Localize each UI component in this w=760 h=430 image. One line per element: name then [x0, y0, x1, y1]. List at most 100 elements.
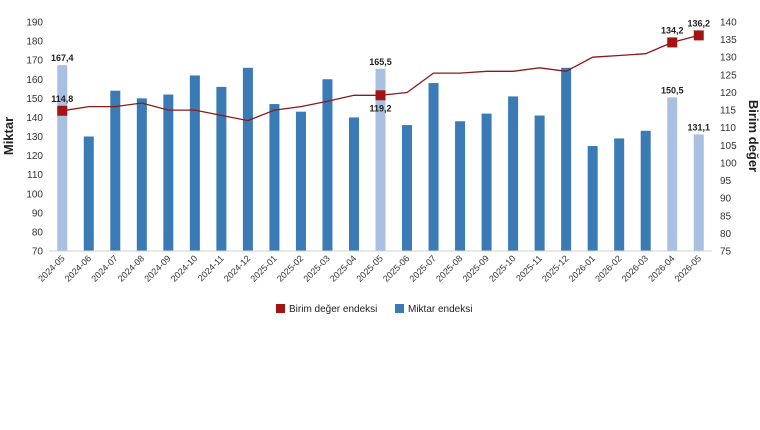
x-tick-label: 2024-05	[36, 253, 66, 283]
x-tick-label: 2026-01	[567, 253, 597, 283]
x-tick-label: 2024-12	[222, 253, 252, 283]
x-tick-label: 2024-06	[63, 253, 93, 283]
y2-tick-label: 115	[720, 106, 736, 117]
legend: Birim değer endeksi Miktar endeksi	[276, 304, 472, 315]
y-tick-label: 100	[26, 189, 43, 200]
x-tick-label: 2026-02	[593, 253, 623, 283]
y-tick-label: 130	[26, 132, 43, 143]
x-tick-label: 2026-03	[620, 253, 650, 283]
y-tick-label: 90	[32, 208, 44, 219]
line-marker-2026-05	[693, 30, 704, 41]
line-series	[57, 30, 704, 122]
bar-2025-08	[455, 121, 466, 251]
x-tick-label: 2025-08	[434, 253, 464, 283]
bar-2025-05	[375, 68, 386, 251]
line-data-label: 136,2	[687, 18, 710, 28]
x-tick-label: 2025-07	[408, 253, 438, 283]
y2-tick-label: 135	[720, 35, 737, 46]
bar-2024-06	[83, 136, 94, 251]
y-tick-label: 170	[26, 56, 43, 67]
line-marker-2026-04	[667, 37, 678, 48]
x-tick-label: 2025-03	[301, 253, 331, 283]
bar-2025-09	[481, 113, 492, 251]
bar-2024-05	[57, 65, 68, 252]
y-tick-label: 120	[26, 151, 43, 162]
x-tick-label: 2024-07	[89, 253, 119, 283]
x-tick-label: 2025-04	[328, 253, 358, 283]
y-tick-label: 80	[32, 227, 44, 238]
y2-tick-label: 85	[720, 211, 732, 222]
line-data-label: 134,2	[661, 25, 684, 35]
x-tick-label: 2025-12	[540, 253, 570, 283]
left-axis: 70 80 90 100 110 120 130 140 150 160 170 180 190	[26, 18, 43, 258]
bar-2025-04	[348, 117, 359, 252]
x-tick-label: 2025-01	[248, 253, 278, 283]
x-tick-label: 2024-09	[142, 253, 172, 283]
bar-2025-12	[561, 67, 572, 251]
bar-2024-09	[163, 94, 174, 252]
bar-2026-02	[614, 138, 625, 251]
legend-label-unit-value: Birim değer endeksi	[289, 304, 377, 315]
bar-2024-11	[216, 86, 227, 251]
y-tick-label: 110	[27, 170, 43, 181]
x-axis: 2024-052024-062024-072024-082024-092024-…	[36, 250, 712, 284]
x-tick-label: 2025-11	[514, 253, 544, 283]
y2-tick-label: 100	[720, 158, 737, 169]
bar-2024-07	[110, 90, 121, 251]
bar-2025-10	[508, 96, 519, 251]
line-marker-2024-05	[57, 105, 68, 116]
y2-tick-label: 105	[720, 141, 737, 152]
y2-tick-label: 120	[720, 88, 737, 99]
line-data-label: 114,8	[51, 94, 73, 104]
bar-data-label: 165,5	[369, 57, 392, 67]
x-tick-label: 2024-11	[196, 253, 226, 283]
bar-2026-04	[667, 97, 678, 251]
y2-tick-label: 80	[720, 229, 732, 240]
x-tick-label: 2024-10	[169, 253, 199, 283]
y-tick-label: 160	[26, 75, 43, 86]
bar-2026-03	[640, 130, 651, 251]
x-tick-label: 2025-06	[381, 253, 411, 283]
bar-data-label: 150,5	[661, 85, 684, 95]
line-marker-2025-05	[375, 90, 386, 101]
y-tick-label: 140	[26, 113, 43, 124]
legend-swatch-unit-value	[276, 304, 285, 313]
y2-axis-title: Birim değer	[746, 100, 760, 172]
x-tick-label: 2026-05	[673, 253, 703, 283]
bar-2025-06	[402, 125, 413, 251]
y2-tick-label: 75	[720, 247, 732, 258]
x-tick-label: 2025-02	[275, 253, 305, 283]
right-axis: 75 80 85 90 95 100 105 110 115 120 125 130 135 140	[720, 18, 737, 258]
y2-tick-label: 130	[720, 53, 737, 64]
line-data-label: 119,2	[369, 103, 391, 113]
bar-2024-10	[189, 75, 200, 251]
bar-2026-05	[693, 134, 704, 251]
x-tick-label: 2024-08	[116, 253, 146, 283]
x-tick-label: 2025-09	[461, 253, 491, 283]
y2-tick-label: 90	[720, 194, 732, 205]
bar-2025-11	[534, 115, 545, 251]
bar-series	[57, 65, 704, 252]
x-tick-label: 2025-05	[354, 253, 384, 283]
bar-2025-01	[269, 104, 280, 251]
y-tick-label: 190	[26, 18, 43, 29]
y-tick-label: 150	[26, 94, 43, 105]
bar-2025-02	[295, 111, 306, 251]
y2-tick-label: 95	[720, 176, 732, 187]
x-tick-label: 2026-04	[646, 253, 676, 283]
bar-2024-12	[242, 67, 253, 251]
legend-label-quantity: Miktar endeksi	[408, 304, 472, 315]
x-tick-label: 2025-10	[487, 253, 517, 283]
bar-data-label: 131,1	[687, 122, 710, 132]
y-axis-title: Miktar	[1, 117, 16, 155]
bar-2025-07	[428, 83, 439, 251]
y2-tick-label: 125	[720, 70, 737, 81]
y2-tick-label: 140	[720, 18, 737, 29]
y-tick-label: 70	[32, 247, 44, 258]
bar-2025-03	[322, 79, 333, 251]
bar-2024-08	[136, 98, 147, 251]
legend-swatch-quantity	[395, 304, 404, 313]
bar-2026-01	[587, 146, 598, 251]
